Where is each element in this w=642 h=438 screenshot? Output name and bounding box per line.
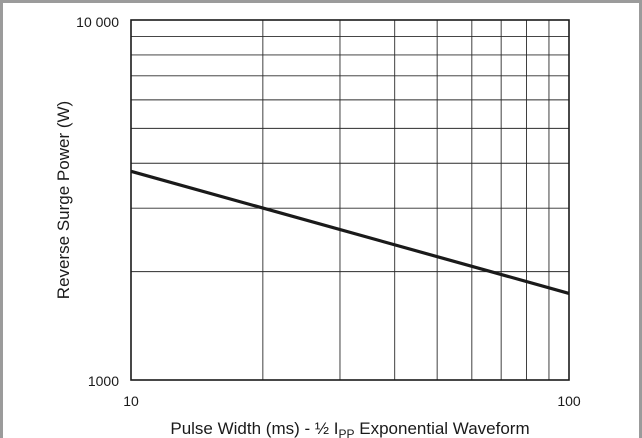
- x-axis-title: Pulse Width (ms) - ½ IPP Exponential Wav…: [170, 419, 529, 438]
- x-tick-label-min: 10: [123, 393, 139, 409]
- y-tick-label-min: 1000: [88, 373, 119, 389]
- series-layer: [130, 169, 570, 295]
- y-tick-label-max: 10 000: [76, 14, 119, 30]
- series-line-0: [130, 169, 570, 295]
- x-axis-title-prefix: Pulse Width (ms) - ½ I: [170, 419, 338, 438]
- x-axis-title-suffix: Exponential Waveform: [355, 419, 530, 438]
- x-gridlines: [262, 20, 550, 380]
- y-axis-title: Reverse Surge Power (W): [54, 101, 73, 299]
- y-gridlines: [131, 36, 569, 273]
- plot-area-border: [130, 19, 570, 381]
- x-axis-title-subscript: PP: [339, 427, 355, 438]
- x-tick-label-max: 100: [557, 393, 581, 409]
